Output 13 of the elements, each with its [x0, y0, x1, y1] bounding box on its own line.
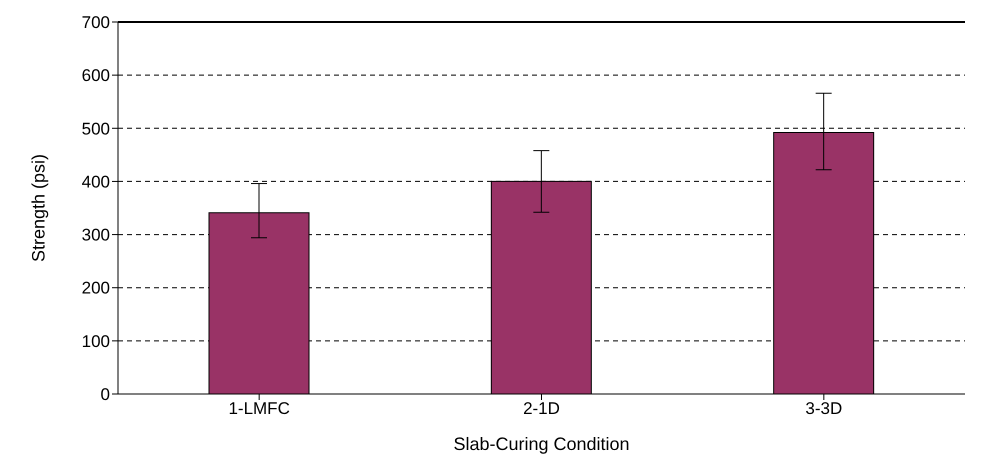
- y-tick-label: 200: [82, 278, 110, 298]
- x-tick-label: 3-3D: [805, 399, 842, 418]
- y-tick-label: 300: [82, 226, 110, 245]
- y-tick-label: 700: [82, 13, 110, 32]
- y-tick-label: 100: [82, 332, 110, 351]
- x-tick-label: 2-1D: [523, 399, 560, 418]
- y-tick-label: 500: [82, 119, 110, 138]
- y-tick-label: 600: [82, 66, 110, 86]
- y-axis-title: Strength (psi): [28, 154, 48, 262]
- x-axis-title: Slab-Curing Condition: [453, 434, 630, 454]
- y-tick-label: 0: [100, 385, 110, 404]
- y-tick-label: 400: [82, 172, 110, 192]
- x-tick-label: 1-LMFC: [228, 399, 290, 418]
